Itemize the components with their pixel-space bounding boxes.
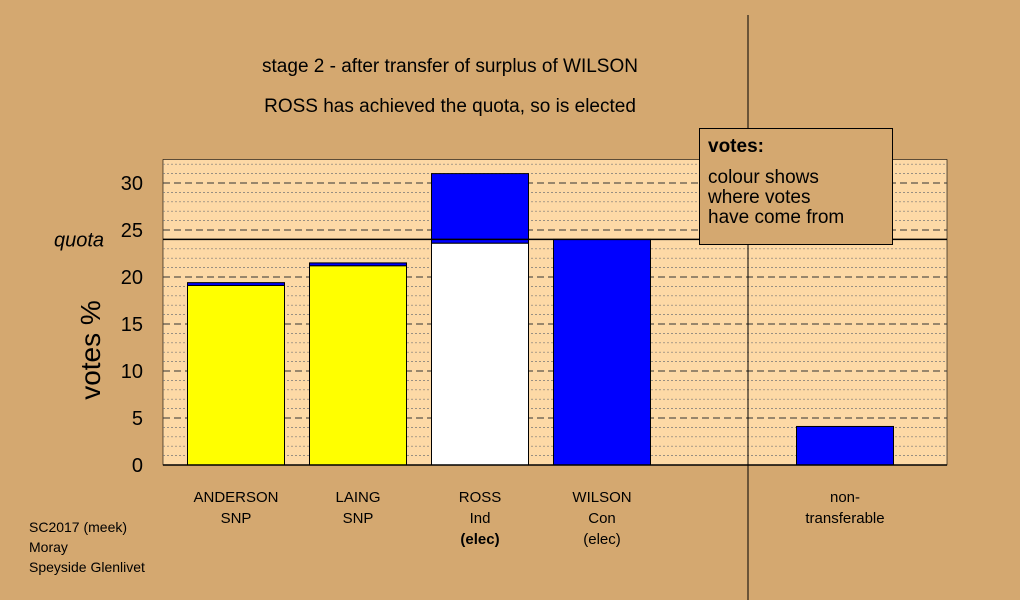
y-tick-label: 30 [121,173,143,195]
footer-info: SC2017 (meek) Moray Speyside Glenlivet [29,517,145,577]
x-category-label: SNP [343,510,374,527]
chart-title-status: ROSS has achieved the quota, so is elect… [264,96,636,117]
bar-segment [187,284,285,466]
legend-line: where votes [708,187,811,208]
bar-segment [187,282,285,286]
x-category-label: (elec) [583,531,621,548]
y-axis-label: votes % [75,300,106,400]
x-category-label: ROSS [459,489,502,506]
x-category-label: LAING [335,489,380,506]
x-category-label: non- [830,489,860,506]
x-category-label: WILSON [572,489,631,506]
y-tick-label: 20 [121,267,143,289]
legend-box: votes: colour shows where votes have com… [699,128,893,245]
x-category-label: SNP [221,510,252,527]
footer-line: Speyside Glenlivet [29,559,145,575]
footer-line: SC2017 (meek) [29,519,128,535]
y-tick-label: 0 [132,455,143,477]
bar-segment [309,262,407,267]
y-tick-label: 25 [121,220,143,242]
x-category-label: (elec) [460,531,499,548]
legend-line: have come from [708,207,845,228]
footer-line: Moray [29,539,68,555]
legend-line: colour shows [708,167,819,188]
bar-segment [553,238,651,466]
x-category-label: Con [588,510,616,527]
x-category-label: transferable [805,510,884,527]
x-category-label: Ind [470,510,491,527]
bar-segment [309,265,407,466]
chart-title-stage: stage 2 - after transfer of surplus of W… [262,56,638,77]
legend-title: votes: [708,136,764,157]
y-tick-label: 10 [121,361,143,383]
quota-label: quota [54,229,104,251]
y-tick-label: 5 [132,408,143,430]
bar-segment [431,242,529,466]
bar-segment [431,173,529,244]
y-tick-label: 15 [121,314,143,336]
bar-segment [796,425,894,466]
x-category-label: ANDERSON [193,489,278,506]
